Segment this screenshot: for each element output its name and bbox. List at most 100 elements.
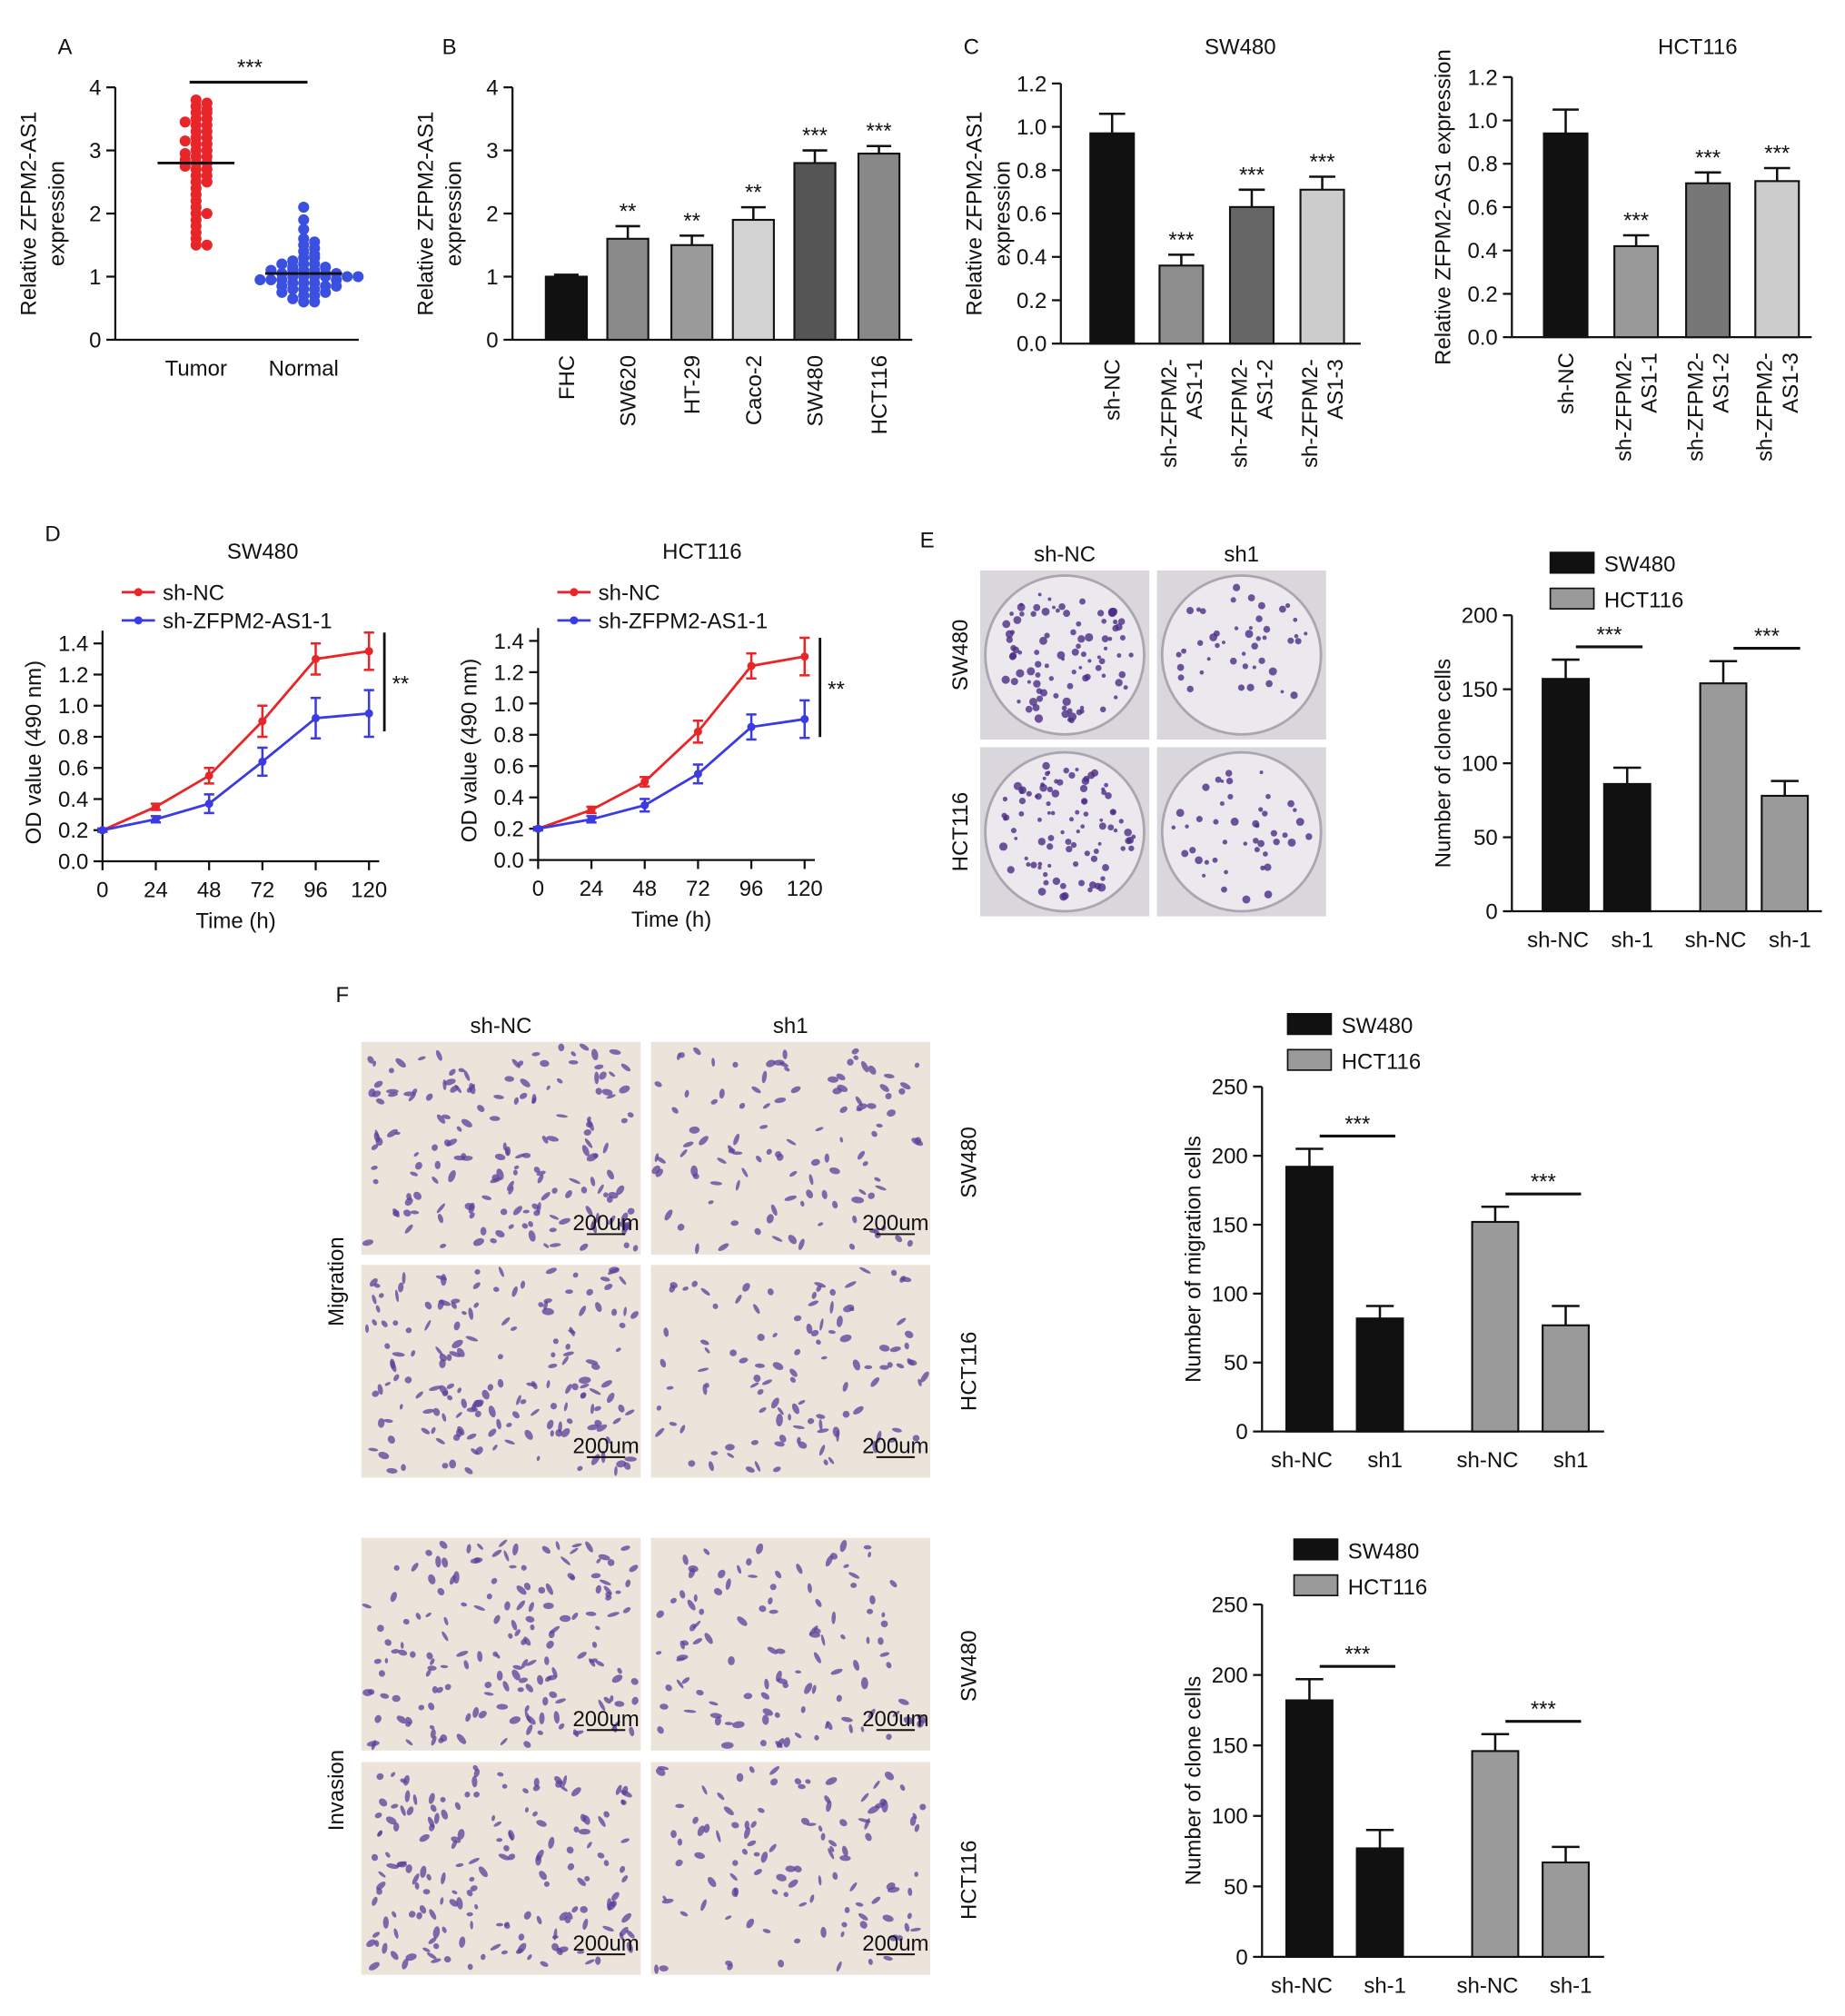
cell	[753, 1852, 760, 1857]
data-point	[276, 258, 288, 270]
cell	[655, 1427, 665, 1437]
cell	[512, 1664, 523, 1670]
cell	[390, 1358, 396, 1369]
colony	[1096, 883, 1106, 892]
cell	[770, 1397, 779, 1409]
cell	[871, 1130, 878, 1137]
cell	[537, 1730, 543, 1735]
cell	[469, 1212, 475, 1219]
cell	[766, 1214, 774, 1224]
cell	[607, 1393, 615, 1404]
y-axis-label: OD value (490 nm)	[22, 660, 46, 844]
cell	[472, 1707, 480, 1718]
cell	[679, 1590, 686, 1599]
colony	[1204, 859, 1210, 865]
scale-bar-label: 200um	[572, 1435, 639, 1459]
x-tick-label: sh-ZFPM2-AS1-1	[1157, 359, 1207, 468]
cell	[805, 1779, 811, 1784]
colony	[1195, 816, 1203, 823]
colony	[1251, 642, 1258, 650]
chart-title: SW480	[1205, 35, 1276, 59]
cell	[586, 1288, 593, 1296]
cell	[711, 1058, 716, 1068]
cell	[851, 1197, 865, 1204]
colony	[1018, 797, 1027, 805]
cell	[563, 1402, 568, 1412]
colony	[1079, 598, 1086, 605]
cell	[609, 1048, 621, 1055]
cell	[386, 1863, 400, 1869]
y-tick-label: 0	[1235, 1945, 1247, 1970]
colony	[1225, 770, 1233, 777]
cell	[693, 1047, 701, 1056]
data-point	[201, 104, 213, 115]
colony	[1109, 809, 1116, 816]
cell	[695, 1243, 699, 1255]
cell	[817, 1428, 829, 1434]
cell	[692, 1620, 701, 1629]
colony	[1061, 657, 1065, 661]
cell	[441, 1872, 446, 1885]
cell	[410, 1651, 416, 1658]
cell	[496, 1838, 503, 1842]
colony	[1006, 636, 1013, 643]
legend-swatch	[1293, 1538, 1339, 1561]
cell	[820, 1634, 826, 1646]
cell	[843, 1304, 855, 1313]
cell	[510, 1326, 518, 1331]
data-point	[287, 293, 299, 304]
cell	[490, 1237, 497, 1244]
cell	[855, 1096, 863, 1107]
cell	[438, 1299, 451, 1306]
colony	[1199, 608, 1206, 615]
cell	[496, 1703, 509, 1710]
colony	[1258, 807, 1264, 812]
cell	[523, 1583, 531, 1591]
cell	[848, 1572, 860, 1579]
cell	[393, 1822, 400, 1832]
cell	[522, 1209, 530, 1214]
data-point	[800, 715, 809, 724]
colony	[1263, 625, 1271, 633]
cell	[519, 1677, 529, 1683]
cell	[584, 1875, 590, 1882]
cell	[380, 1693, 390, 1699]
cell	[580, 1392, 587, 1399]
cell	[769, 1843, 777, 1852]
cell	[532, 1811, 538, 1817]
cell	[727, 1453, 735, 1458]
legend-label: sh-NC	[163, 581, 224, 605]
cell	[408, 1911, 416, 1918]
cell	[466, 1890, 473, 1897]
cell	[620, 1063, 631, 1072]
cell	[800, 1705, 806, 1713]
cell	[578, 1376, 591, 1385]
y-tick-label: 0.6	[494, 755, 524, 780]
cell	[591, 1048, 599, 1061]
cell	[794, 1778, 802, 1785]
x-tick-label: sh-NC	[1457, 1973, 1519, 1998]
x-tick-label: SW620	[617, 355, 641, 427]
colony	[1046, 810, 1051, 815]
x-tick-label: sh-1	[1769, 929, 1811, 953]
cell	[827, 1076, 839, 1083]
cell	[501, 1783, 508, 1789]
cell	[480, 1226, 487, 1236]
cell	[620, 1212, 629, 1223]
cell	[600, 1276, 610, 1282]
colony	[1265, 793, 1271, 799]
y-tick-label: 1	[486, 265, 498, 290]
cell	[362, 1239, 374, 1246]
cell	[875, 1802, 885, 1809]
cell	[914, 1137, 922, 1145]
cell	[577, 1465, 583, 1472]
cell	[761, 1379, 773, 1385]
bar	[857, 152, 901, 342]
cell	[675, 1859, 683, 1867]
cell	[493, 1095, 504, 1099]
data-point	[276, 286, 288, 298]
cell	[616, 1460, 627, 1468]
cell	[629, 1726, 635, 1737]
cell	[591, 1641, 598, 1648]
cell	[581, 1145, 590, 1157]
